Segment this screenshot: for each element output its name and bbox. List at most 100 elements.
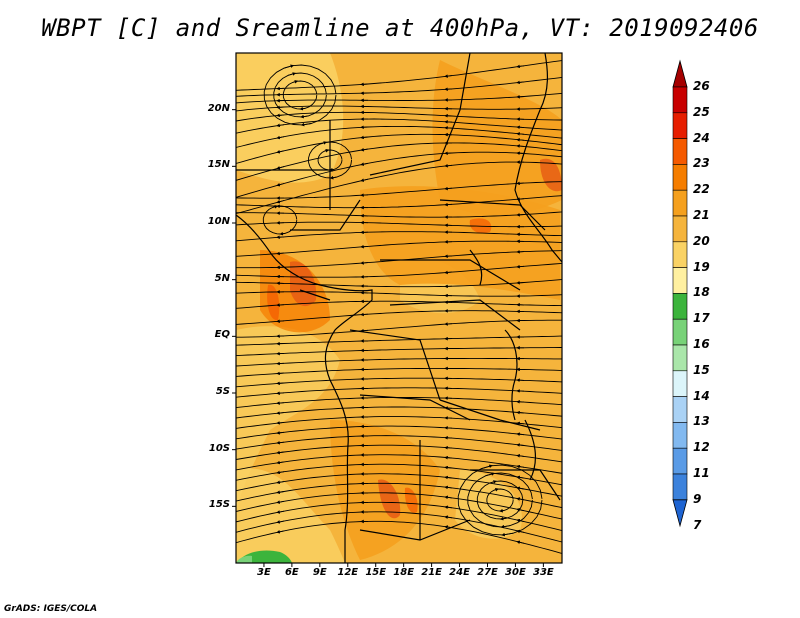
streamline-arrow <box>276 510 285 514</box>
map-title: WBPT [C] and Sreamline at 400hPa, VT: 20… <box>41 14 759 42</box>
lon-tick-label: 12E <box>337 567 359 578</box>
streamline-arrow <box>516 454 525 458</box>
streamline-arrow <box>516 264 525 269</box>
streamline-arrow <box>360 135 369 140</box>
streamline <box>263 64 337 126</box>
colorbar-label: 19 <box>693 259 710 274</box>
streamline-arrow <box>444 270 453 275</box>
streamline <box>236 319 562 338</box>
colorbar-segment <box>672 112 688 139</box>
streamline-arrow <box>444 495 453 500</box>
field-cool-patch <box>236 53 344 183</box>
streamline <box>273 72 327 118</box>
streamline-arrow <box>444 485 453 490</box>
field-hot-patch <box>469 218 492 234</box>
colorbar-segment <box>672 267 688 294</box>
streamline <box>236 151 562 198</box>
colorbar-label: 14 <box>693 388 710 403</box>
field-warm-patch <box>360 186 560 300</box>
colorbar-segment <box>672 473 688 501</box>
lat-tick-label: 5S <box>215 386 230 397</box>
streamline <box>236 310 562 325</box>
colorbar-bottom-triangle <box>672 499 688 528</box>
streamline <box>236 105 562 112</box>
streamline-arrow <box>272 205 279 209</box>
streamline-arrow <box>499 516 508 521</box>
streamline <box>236 520 562 554</box>
streamline-arrow <box>276 460 285 465</box>
streamline-arrow <box>276 401 285 405</box>
streamline <box>236 463 562 486</box>
colorbar-label: 20 <box>693 233 710 248</box>
colorbar-segment <box>672 370 688 397</box>
streamline-arrow <box>516 497 525 501</box>
streamline-arrow <box>444 445 453 450</box>
streamline-arrow <box>516 486 525 490</box>
streamline <box>317 149 343 171</box>
streamline <box>236 279 562 288</box>
streamline-arrow <box>320 141 328 145</box>
colorbar-segment <box>672 344 688 372</box>
streamline-arrow <box>481 464 493 470</box>
field-hot-patch <box>540 158 562 192</box>
streamline <box>236 482 562 509</box>
colorbar-label: 11 <box>693 466 710 480</box>
streamline-arrow <box>501 532 514 537</box>
streamline-arrow <box>276 421 285 425</box>
streamline-arrow <box>499 508 505 513</box>
streamline-arrow <box>489 480 497 484</box>
streamline <box>236 501 562 532</box>
colorbar-label: 26 <box>693 79 710 93</box>
axis-ticks <box>232 109 544 567</box>
streamline <box>236 77 562 97</box>
colorbar-segment <box>672 447 688 475</box>
lon-tick-label: 15E <box>365 567 387 578</box>
streamline-arrow <box>444 465 453 470</box>
streamline-arrow <box>360 328 369 333</box>
streamline-arrow <box>444 74 453 78</box>
streamline-arrow <box>276 411 285 415</box>
streamline-arrow <box>276 166 285 170</box>
streamline-arrow <box>283 64 295 69</box>
streamline-arrow <box>360 261 369 265</box>
colorbar-label: 22 <box>693 182 710 197</box>
streamline <box>236 181 562 199</box>
streamline <box>236 377 562 388</box>
streamline <box>236 118 562 134</box>
colorbar-segment <box>672 241 688 268</box>
streamline-arrow <box>485 472 495 477</box>
streamline-arrow <box>276 199 285 204</box>
colorbar-label: 21 <box>693 208 710 222</box>
streamline <box>236 111 562 122</box>
streamline-arrow <box>360 147 369 152</box>
streamline-arrow <box>516 421 525 426</box>
lat-tick-label: 5N <box>214 272 230 284</box>
streamline <box>236 60 562 91</box>
streamline <box>308 141 353 179</box>
colorbar-segment <box>672 318 688 346</box>
lon-tick-label: 24E <box>449 567 470 578</box>
colorbar-segment <box>672 215 688 243</box>
streamline-arrow <box>516 64 525 69</box>
streamline-arrow <box>360 162 369 166</box>
streamline-arrow <box>279 231 286 236</box>
colorbar-label: 18 <box>693 285 710 300</box>
colorbar-label: 16 <box>693 337 710 351</box>
streamline-arrow <box>276 500 285 504</box>
colorbar-label: 23 <box>693 156 710 171</box>
streamline <box>236 92 562 104</box>
streamline <box>236 425 562 440</box>
streamline <box>236 231 562 242</box>
colorbar-segment <box>672 396 688 423</box>
streamline-arrow <box>276 182 285 187</box>
lat-tick-label: 15N <box>207 159 230 171</box>
lon-tick-label: 9E <box>312 567 327 578</box>
colorbar-segment <box>672 86 688 114</box>
colorbar-label: 24 <box>693 130 710 145</box>
streamline <box>236 125 562 148</box>
streamline <box>236 240 562 257</box>
streamline <box>236 195 562 209</box>
colorbar <box>672 59 688 528</box>
